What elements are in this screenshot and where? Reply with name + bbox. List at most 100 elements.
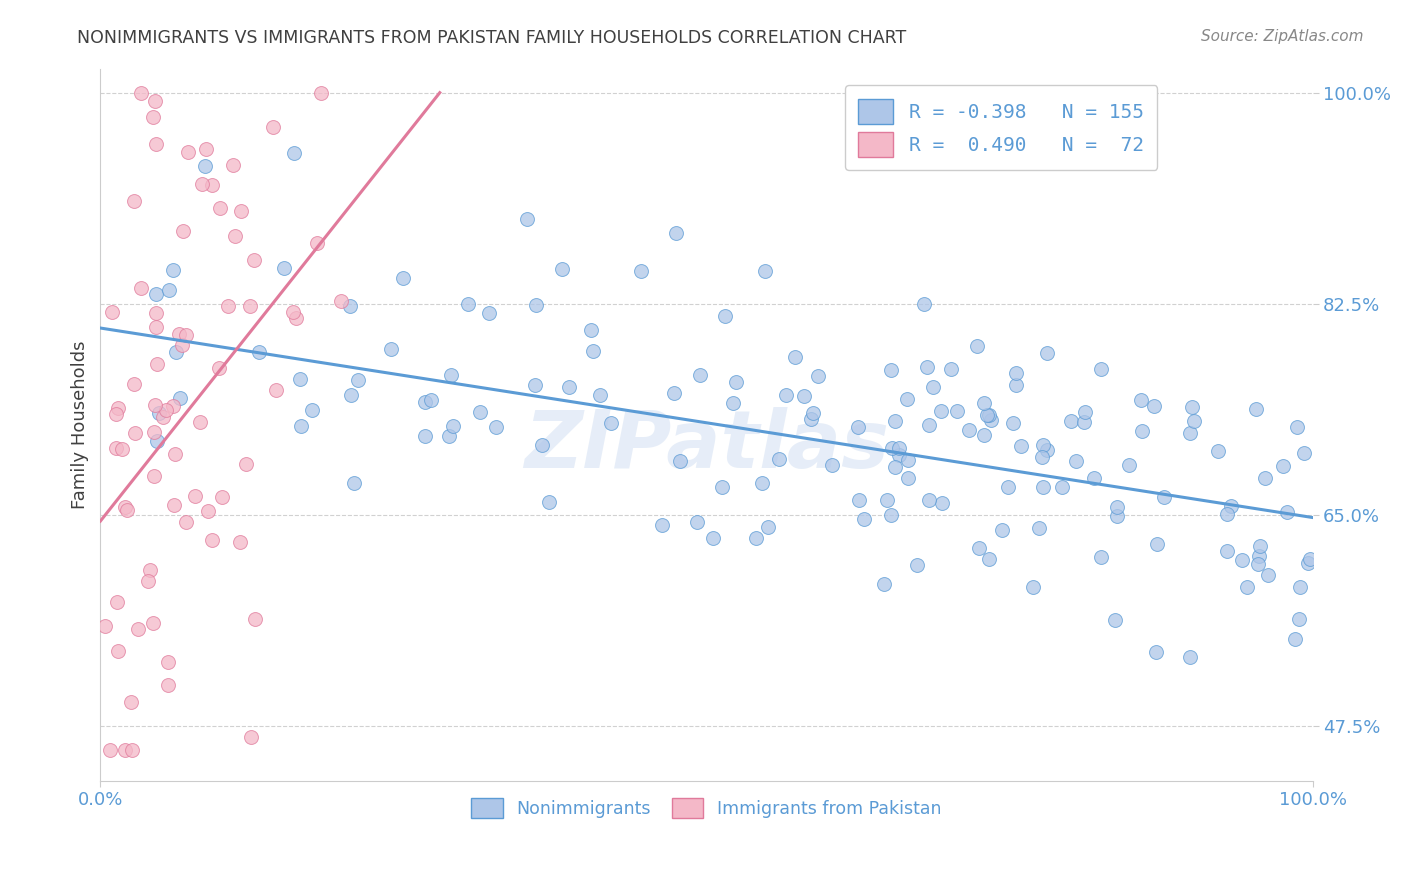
- Point: [146, 434, 169, 448]
- Point: [288, 372, 311, 386]
- Point: [129, 86, 152, 100]
- Point: [1178, 649, 1201, 664]
- Point: [912, 297, 935, 311]
- Point: [142, 616, 165, 631]
- Point: [439, 428, 461, 442]
- Point: [162, 399, 184, 413]
- Point: [156, 655, 179, 669]
- Point: [1247, 557, 1270, 571]
- Point: [1298, 552, 1320, 566]
- Point: [1247, 549, 1270, 563]
- Point: [800, 412, 823, 426]
- Point: [973, 395, 995, 409]
- Point: [1249, 540, 1271, 554]
- Point: [1107, 500, 1129, 515]
- Point: [665, 226, 688, 240]
- Point: [392, 270, 415, 285]
- Point: [793, 388, 815, 402]
- Point: [169, 326, 191, 341]
- Point: [115, 503, 138, 517]
- Point: [222, 158, 245, 172]
- Point: [239, 299, 262, 313]
- Point: [915, 359, 938, 374]
- Point: [879, 508, 901, 523]
- Point: [599, 416, 621, 430]
- Point: [997, 480, 1019, 494]
- Point: [966, 339, 988, 353]
- Point: [207, 360, 229, 375]
- Point: [105, 595, 128, 609]
- Point: [852, 512, 875, 526]
- Point: [918, 418, 941, 433]
- Point: [138, 563, 160, 577]
- Point: [176, 328, 198, 343]
- Point: [188, 416, 211, 430]
- Point: [1118, 458, 1140, 473]
- Text: ZIPatlas: ZIPatlas: [524, 407, 889, 485]
- Point: [1288, 612, 1310, 626]
- Point: [197, 504, 219, 518]
- Point: [1178, 426, 1201, 441]
- Point: [884, 459, 907, 474]
- Point: [211, 491, 233, 505]
- Point: [558, 380, 581, 394]
- Point: [1275, 505, 1298, 519]
- Point: [896, 392, 918, 407]
- Point: [309, 86, 332, 100]
- Point: [477, 306, 499, 320]
- Point: [224, 228, 246, 243]
- Point: [979, 408, 1001, 422]
- Point: [1146, 537, 1168, 551]
- Point: [897, 471, 920, 485]
- Point: [307, 236, 329, 251]
- Point: [284, 311, 307, 326]
- Point: [630, 264, 652, 278]
- Point: [1284, 632, 1306, 647]
- Point: [1090, 362, 1112, 376]
- Point: [876, 492, 898, 507]
- Point: [714, 309, 737, 323]
- Point: [163, 447, 186, 461]
- Point: [1052, 480, 1074, 494]
- Point: [124, 377, 146, 392]
- Point: [152, 409, 174, 424]
- Point: [897, 453, 920, 467]
- Point: [524, 378, 547, 392]
- Point: [768, 452, 790, 467]
- Point: [887, 441, 910, 455]
- Point: [264, 383, 287, 397]
- Point: [848, 492, 870, 507]
- Point: [174, 515, 197, 529]
- Point: [1294, 445, 1316, 459]
- Point: [846, 419, 869, 434]
- Point: [905, 558, 928, 573]
- Point: [801, 406, 824, 420]
- Point: [1216, 543, 1239, 558]
- Point: [340, 388, 363, 402]
- Point: [821, 458, 844, 472]
- Point: [929, 404, 952, 418]
- Point: [129, 281, 152, 295]
- Point: [1244, 402, 1267, 417]
- Point: [579, 323, 602, 337]
- Legend: Nonimmigrants, Immigrants from Pakistan: Nonimmigrants, Immigrants from Pakistan: [464, 791, 949, 825]
- Y-axis label: Family Households: Family Households: [72, 341, 89, 508]
- Point: [723, 396, 745, 410]
- Point: [1083, 471, 1105, 485]
- Point: [689, 368, 711, 382]
- Point: [651, 518, 673, 533]
- Point: [94, 619, 117, 633]
- Point: [751, 476, 773, 491]
- Point: [145, 306, 167, 320]
- Point: [127, 622, 149, 636]
- Point: [107, 401, 129, 415]
- Point: [1107, 508, 1129, 523]
- Point: [1182, 414, 1205, 428]
- Point: [1271, 458, 1294, 473]
- Point: [990, 523, 1012, 537]
- Point: [145, 137, 167, 152]
- Point: [107, 644, 129, 658]
- Point: [745, 531, 768, 545]
- Point: [1146, 645, 1168, 659]
- Point: [143, 425, 166, 439]
